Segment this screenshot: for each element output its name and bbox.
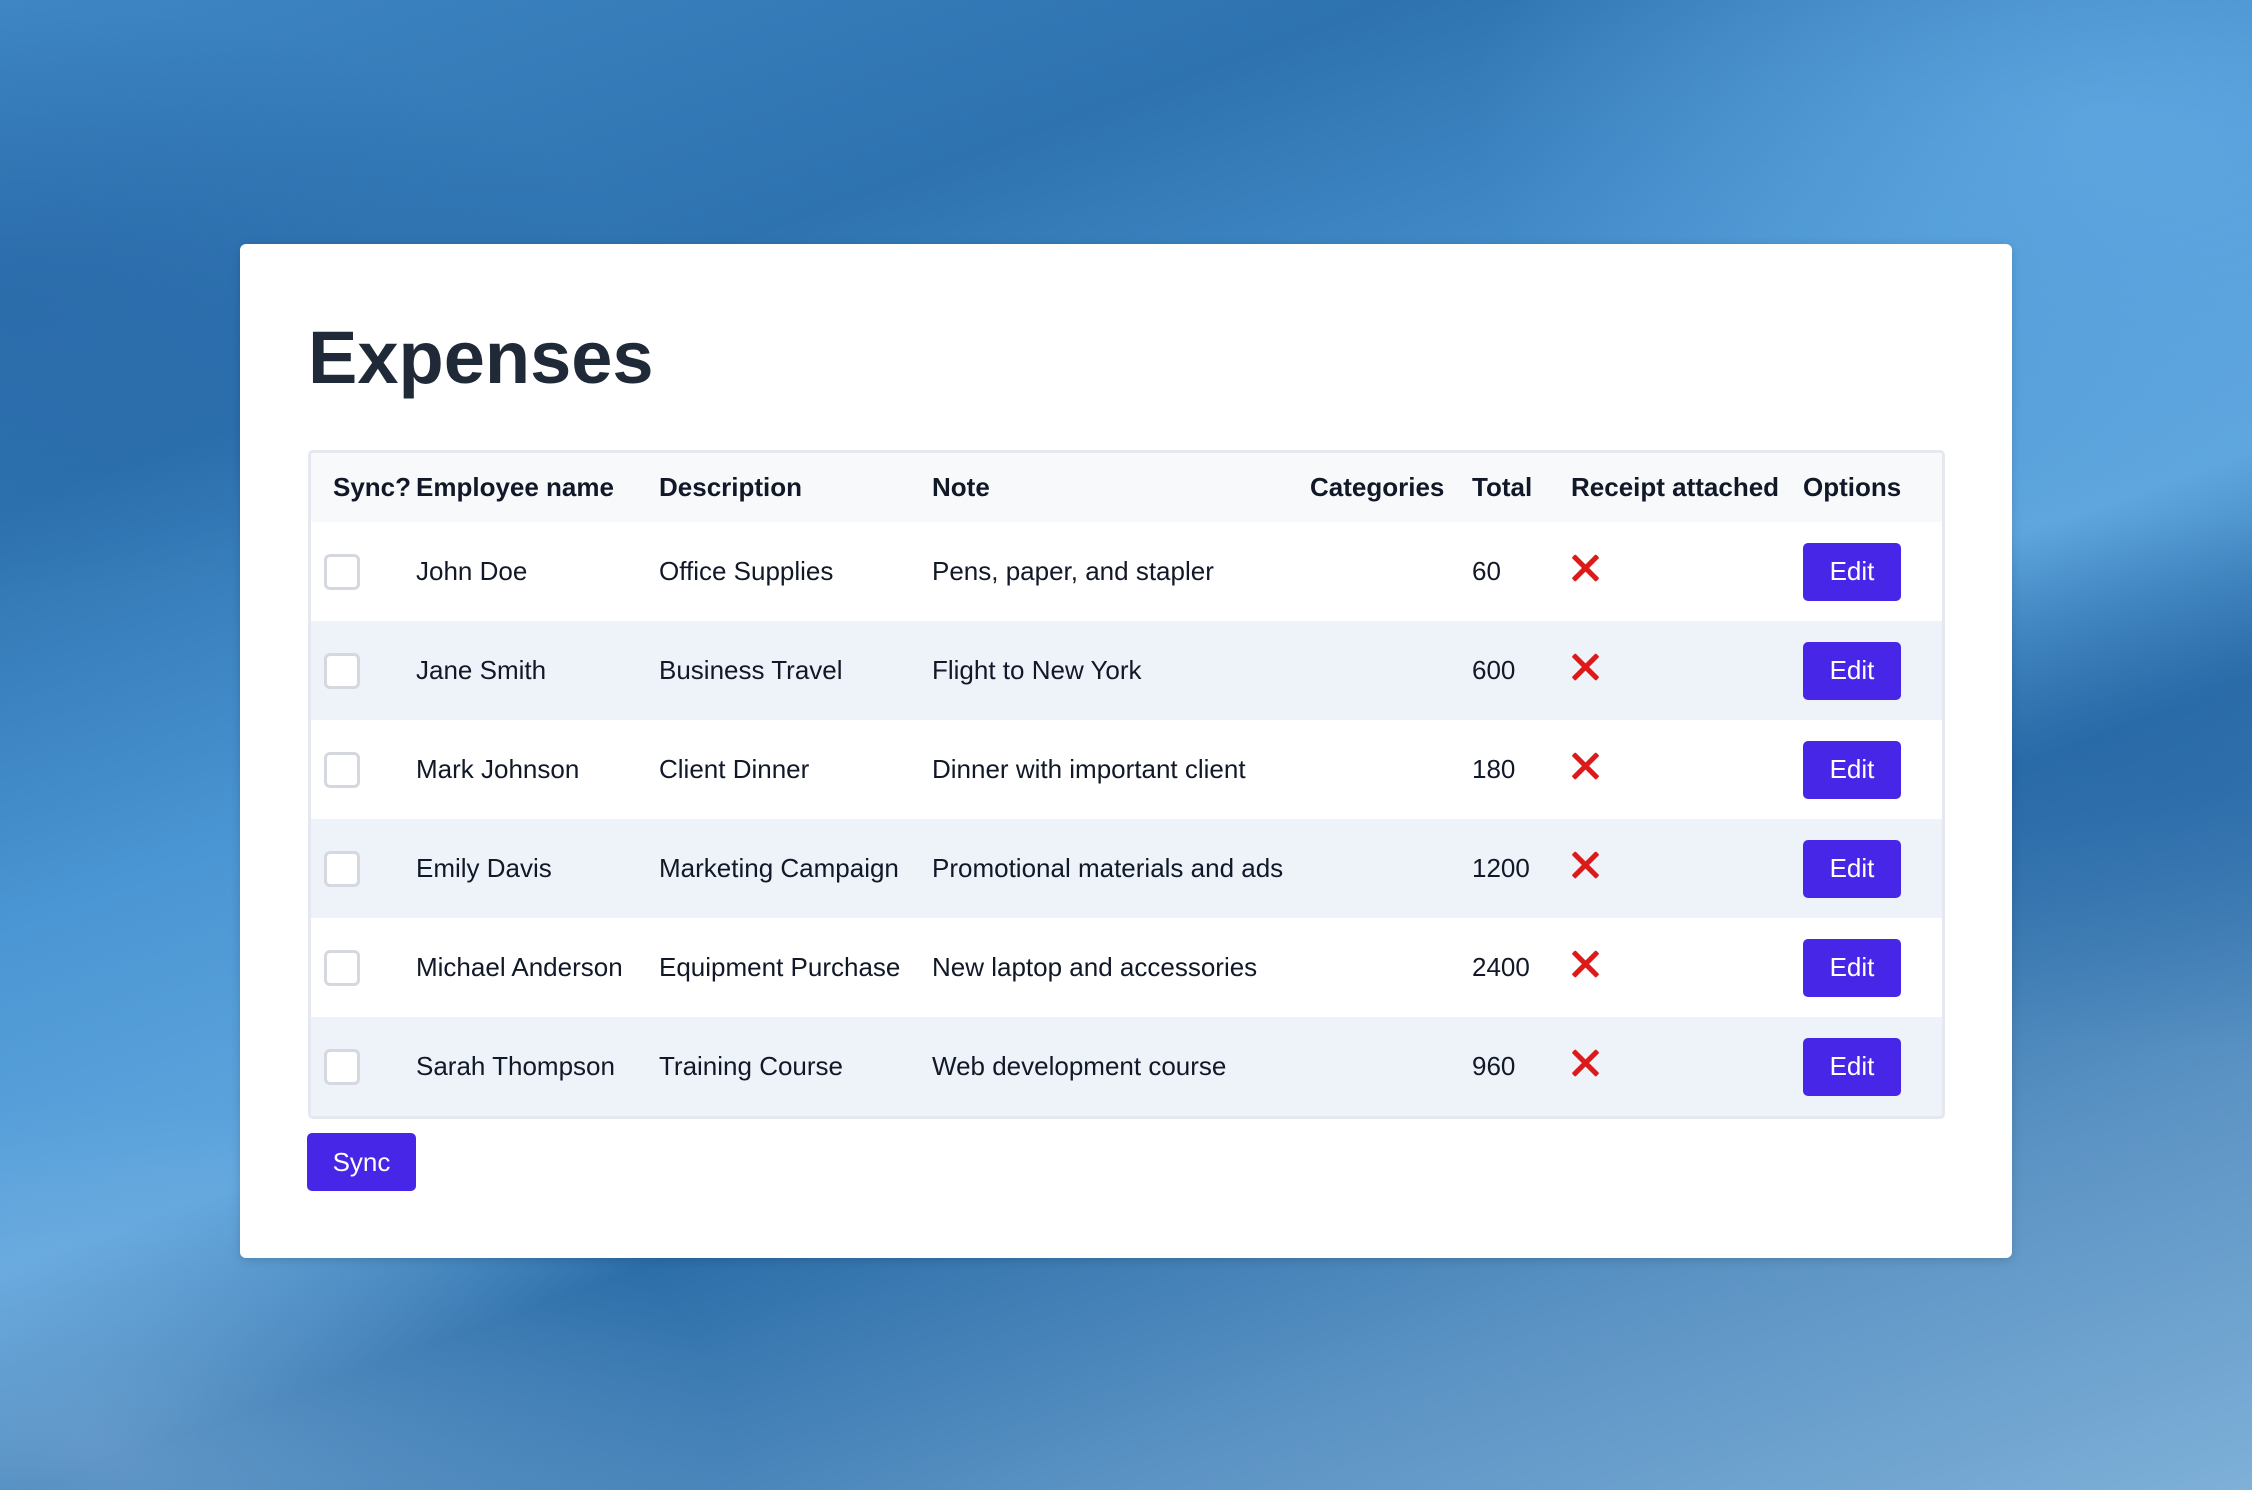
- header-options: Options: [1803, 453, 1942, 522]
- table-row: Michael Anderson Equipment Purchase New …: [311, 918, 1942, 1017]
- sync-cell: [311, 819, 416, 918]
- receipt-attached-cell: [1571, 522, 1803, 621]
- sync-checkbox[interactable]: [324, 751, 360, 788]
- note-cell: Dinner with important client: [932, 720, 1310, 819]
- header-total: Total: [1472, 453, 1571, 522]
- sync-cell: [311, 918, 416, 1017]
- options-cell: Edit: [1803, 1017, 1942, 1116]
- header-note: Note: [932, 453, 1310, 522]
- header-receipt-attached: Receipt attached: [1571, 453, 1803, 522]
- x-icon: [1571, 653, 1599, 681]
- table-header-row: Sync? Employee name Description Note Cat…: [311, 453, 1942, 522]
- categories-cell: [1310, 918, 1472, 1017]
- options-cell: Edit: [1803, 918, 1942, 1017]
- employee-name-cell: Emily Davis: [416, 819, 659, 918]
- categories-cell: [1310, 621, 1472, 720]
- sync-cell: [311, 720, 416, 819]
- edit-button[interactable]: Edit: [1803, 839, 1901, 898]
- description-cell: Marketing Campaign: [659, 819, 932, 918]
- total-cell: 960: [1472, 1017, 1571, 1116]
- note-cell: Promotional materials and ads: [932, 819, 1310, 918]
- employee-name-cell: Sarah Thompson: [416, 1017, 659, 1116]
- sync-checkbox[interactable]: [324, 1048, 360, 1085]
- header-categories: Categories: [1310, 453, 1472, 522]
- expenses-table-container: Sync? Employee name Description Note Cat…: [308, 450, 1945, 1119]
- total-cell: 180: [1472, 720, 1571, 819]
- table-row: Jane Smith Business Travel Flight to New…: [311, 621, 1942, 720]
- description-cell: Training Course: [659, 1017, 932, 1116]
- edit-button[interactable]: Edit: [1803, 1037, 1901, 1096]
- note-cell: New laptop and accessories: [932, 918, 1310, 1017]
- sync-cell: [311, 522, 416, 621]
- sync-button[interactable]: Sync: [307, 1133, 416, 1191]
- header-employee-name: Employee name: [416, 453, 659, 522]
- receipt-attached-cell: [1571, 1017, 1803, 1116]
- header-sync: Sync?: [311, 453, 416, 522]
- table-row: Mark Johnson Client Dinner Dinner with i…: [311, 720, 1942, 819]
- table-row: Sarah Thompson Training Course Web devel…: [311, 1017, 1942, 1116]
- total-cell: 2400: [1472, 918, 1571, 1017]
- sync-checkbox[interactable]: [324, 553, 360, 590]
- options-cell: Edit: [1803, 522, 1942, 621]
- employee-name-cell: Mark Johnson: [416, 720, 659, 819]
- x-icon: [1571, 752, 1599, 780]
- total-cell: 600: [1472, 621, 1571, 720]
- x-icon: [1571, 950, 1599, 978]
- expenses-table: Sync? Employee name Description Note Cat…: [311, 453, 1942, 1116]
- sync-checkbox[interactable]: [324, 652, 360, 689]
- sync-cell: [311, 1017, 416, 1116]
- table-row: Emily Davis Marketing Campaign Promotion…: [311, 819, 1942, 918]
- description-cell: Client Dinner: [659, 720, 932, 819]
- receipt-attached-cell: [1571, 621, 1803, 720]
- description-cell: Business Travel: [659, 621, 932, 720]
- note-cell: Flight to New York: [932, 621, 1310, 720]
- categories-cell: [1310, 1017, 1472, 1116]
- receipt-attached-cell: [1571, 819, 1803, 918]
- x-icon: [1571, 851, 1599, 879]
- sync-checkbox[interactable]: [324, 850, 360, 887]
- expenses-card: Expenses Sync? Employee name Description…: [240, 244, 2012, 1258]
- description-cell: Equipment Purchase: [659, 918, 932, 1017]
- options-cell: Edit: [1803, 621, 1942, 720]
- sync-cell: [311, 621, 416, 720]
- employee-name-cell: John Doe: [416, 522, 659, 621]
- note-cell: Web development course: [932, 1017, 1310, 1116]
- receipt-attached-cell: [1571, 918, 1803, 1017]
- header-description: Description: [659, 453, 932, 522]
- total-cell: 60: [1472, 522, 1571, 621]
- employee-name-cell: Jane Smith: [416, 621, 659, 720]
- note-cell: Pens, paper, and stapler: [932, 522, 1310, 621]
- categories-cell: [1310, 522, 1472, 621]
- x-icon: [1571, 554, 1599, 582]
- categories-cell: [1310, 720, 1472, 819]
- options-cell: Edit: [1803, 819, 1942, 918]
- receipt-attached-cell: [1571, 720, 1803, 819]
- edit-button[interactable]: Edit: [1803, 542, 1901, 601]
- sync-checkbox[interactable]: [324, 949, 360, 986]
- table-row: John Doe Office Supplies Pens, paper, an…: [311, 522, 1942, 621]
- categories-cell: [1310, 819, 1472, 918]
- edit-button[interactable]: Edit: [1803, 740, 1901, 799]
- employee-name-cell: Michael Anderson: [416, 918, 659, 1017]
- page-title: Expenses: [308, 316, 654, 399]
- x-icon: [1571, 1049, 1599, 1077]
- edit-button[interactable]: Edit: [1803, 938, 1901, 997]
- edit-button[interactable]: Edit: [1803, 641, 1901, 700]
- options-cell: Edit: [1803, 720, 1942, 819]
- description-cell: Office Supplies: [659, 522, 932, 621]
- total-cell: 1200: [1472, 819, 1571, 918]
